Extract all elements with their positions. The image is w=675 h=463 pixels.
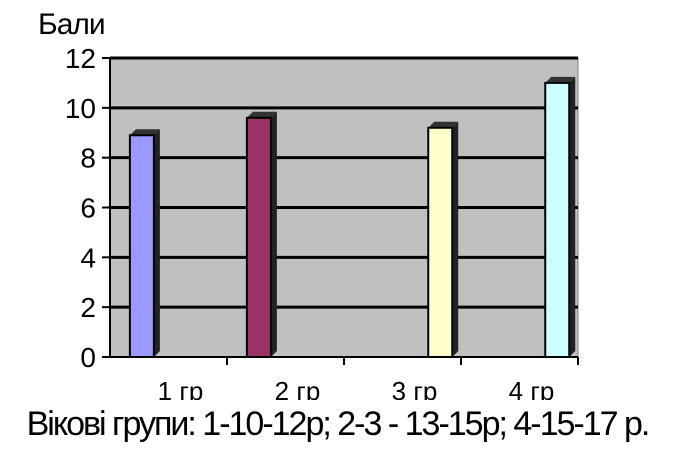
bar-top [246, 111, 277, 118]
bar [427, 126, 454, 359]
y-axis-label: Бали [38, 8, 106, 41]
y-tick-label: 8 [80, 143, 96, 174]
y-tick-label: 4 [80, 242, 96, 273]
bar-top [545, 76, 576, 83]
bar-side [569, 76, 576, 358]
bar [245, 116, 272, 358]
bar-top [428, 121, 459, 128]
bar-side [452, 121, 459, 358]
x-tick-label: 1 гр [158, 376, 204, 400]
bar [544, 81, 571, 359]
y-tick-label: 0 [80, 342, 96, 373]
x-tick-label: 3 гр [392, 376, 438, 400]
y-tick-label: 12 [65, 43, 96, 74]
bar-top [129, 129, 160, 136]
bar-chart: 0 2 4 6 8 10 12 1 гр 2 гр 3 гр 4 гр [65, 43, 579, 400]
bar [128, 134, 155, 358]
x-tick-label: 4 гр [509, 376, 555, 400]
y-tick-label: 10 [65, 93, 96, 124]
x-axis-caption: Вікові групи: 1-10-12р; 2-3 - 13-15р; 4-… [26, 405, 651, 443]
y-tick-label: 2 [80, 292, 96, 323]
x-tick-label: 2 гр [275, 376, 321, 400]
y-tick-label: 6 [80, 193, 96, 224]
bar-side [270, 111, 277, 357]
bar-side [153, 129, 160, 357]
